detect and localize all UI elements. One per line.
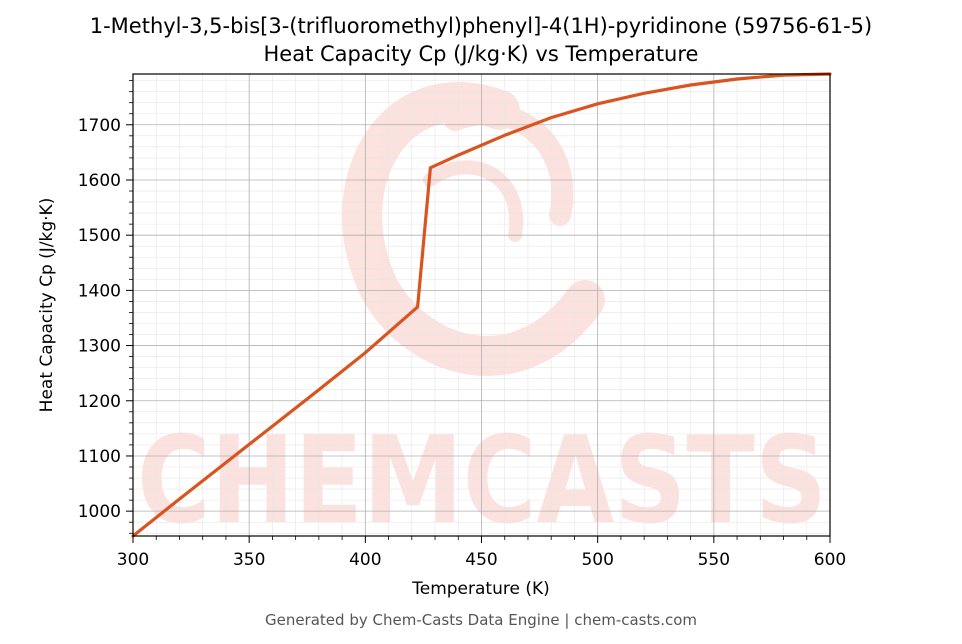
x-tick-label: 450 <box>465 550 497 570</box>
y-tick-label: 1200 <box>78 392 121 412</box>
chart-title: 1-Methyl-3,5-bis[3-(trifluoromethyl)phen… <box>90 14 873 38</box>
y-tick-label: 1700 <box>78 116 121 136</box>
y-axis-label: Heat Capacity Cp (J/kg·K) <box>37 198 57 413</box>
watermark-logo-swirl <box>342 82 605 376</box>
x-tick-label: 300 <box>117 550 149 570</box>
y-tick-label: 1000 <box>78 502 121 522</box>
x-tick-label: 550 <box>698 550 730 570</box>
y-tick-label: 1400 <box>78 281 121 301</box>
chart-subtitle: Heat Capacity Cp (J/kg·K) vs Temperature <box>264 42 699 66</box>
ticks-layer: 300 350 400 450 500 550 600 1000 1100 1200 1300 140… <box>78 80 846 570</box>
x-axis-label: Temperature (K) <box>411 579 550 599</box>
footer-credit: Generated by Chem-Casts Data Engine | ch… <box>265 611 697 629</box>
x-tick-label: 600 <box>814 550 846 570</box>
x-tick-label: 500 <box>581 550 613 570</box>
y-tick-label: 1600 <box>78 171 121 191</box>
x-tick-label: 350 <box>233 550 265 570</box>
y-tick-label: 1500 <box>78 226 121 246</box>
series-layer <box>131 72 832 538</box>
watermark: CHEMCASTS <box>137 82 827 551</box>
x-tick-label: 400 <box>349 550 381 570</box>
series-line <box>131 72 832 538</box>
y-tick-label: 1300 <box>78 337 121 357</box>
y-tick-label: 1100 <box>78 447 121 467</box>
watermark-text: CHEMCASTS <box>137 412 827 551</box>
